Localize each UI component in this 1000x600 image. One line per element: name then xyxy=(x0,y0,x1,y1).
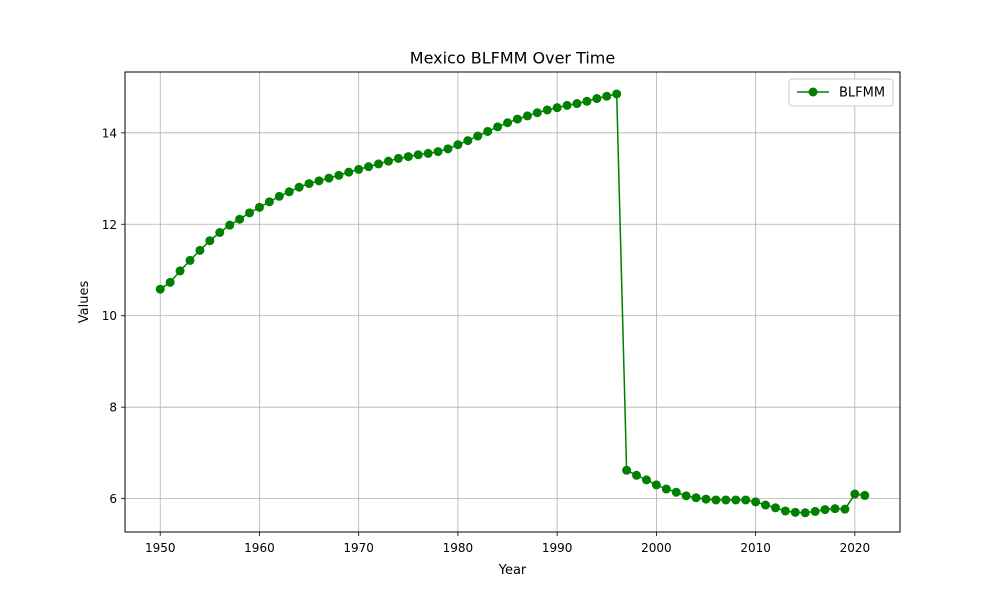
data-point xyxy=(453,140,463,150)
data-point xyxy=(304,179,314,189)
x-tick-label: 1980 xyxy=(443,541,474,555)
x-tick-label: 2020 xyxy=(840,541,871,555)
y-tick-label: 8 xyxy=(109,401,117,415)
data-point xyxy=(423,148,433,158)
plot-frame xyxy=(124,71,901,533)
data-point xyxy=(155,284,165,294)
data-point xyxy=(830,504,840,514)
data-point xyxy=(562,100,572,110)
data-point xyxy=(463,136,473,146)
data-point xyxy=(284,187,294,197)
data-point xyxy=(245,208,255,218)
data-point xyxy=(512,114,522,124)
data-point xyxy=(344,167,354,177)
data-point xyxy=(751,497,761,507)
data-point xyxy=(731,495,741,505)
data-point xyxy=(433,147,443,157)
legend-label: BLFMM xyxy=(839,86,885,101)
data-point xyxy=(661,484,671,494)
data-point xyxy=(741,495,751,505)
legend: BLFMM xyxy=(788,78,894,107)
data-point xyxy=(493,122,503,132)
x-tick-label: 1950 xyxy=(145,541,176,555)
y-tick-label: 12 xyxy=(102,218,117,232)
data-point xyxy=(443,144,453,154)
x-axis-label: Year xyxy=(498,563,527,578)
data-point xyxy=(185,255,195,265)
data-point xyxy=(582,96,592,106)
data-point xyxy=(334,170,344,180)
data-point xyxy=(651,480,661,490)
data-point xyxy=(681,491,691,501)
data-point xyxy=(711,495,721,505)
data-point xyxy=(374,159,384,169)
data-point xyxy=(175,266,185,276)
data-point xyxy=(165,277,175,287)
x-tick-label: 1970 xyxy=(343,541,374,555)
x-tick-label: 2010 xyxy=(740,541,771,555)
x-tick-label: 1960 xyxy=(244,541,275,555)
data-point xyxy=(800,508,810,518)
data-point xyxy=(354,164,364,174)
x-tick-label: 2000 xyxy=(641,541,672,555)
legend-box xyxy=(788,78,894,107)
axis-ticks: 1950 1960 1970 1980 1990 2000 2010 2020 6 8 10 12 14 xyxy=(102,126,870,555)
data-point xyxy=(671,487,681,497)
y-tick-label: 10 xyxy=(102,309,117,323)
data-point xyxy=(860,490,870,500)
data-point xyxy=(403,152,413,162)
data-point xyxy=(215,227,225,237)
data-point xyxy=(195,245,205,255)
data-point xyxy=(383,156,393,166)
data-point xyxy=(294,182,304,192)
chart-title: Mexico BLFMM Over Time xyxy=(410,49,615,68)
data-point xyxy=(542,105,552,115)
data-point xyxy=(552,103,562,113)
data-point xyxy=(264,197,274,207)
data-point xyxy=(612,89,622,99)
data-point xyxy=(721,495,731,505)
data-point xyxy=(364,162,374,172)
data-point xyxy=(274,191,284,201)
data-point xyxy=(532,108,542,118)
y-axis-label: Values xyxy=(77,281,92,324)
data-point xyxy=(235,214,245,224)
data-point xyxy=(780,506,790,516)
data-point xyxy=(503,118,513,128)
data-point xyxy=(641,475,651,485)
data-point xyxy=(622,465,632,475)
y-tick-label: 14 xyxy=(102,126,117,140)
grid xyxy=(125,72,900,532)
data-point xyxy=(393,153,403,163)
data-point xyxy=(324,173,334,183)
data-point xyxy=(820,505,830,515)
data-point xyxy=(632,470,642,480)
data-point xyxy=(473,131,483,141)
data-point xyxy=(205,236,215,246)
data-point xyxy=(701,494,711,504)
data-point xyxy=(691,493,701,503)
data-point xyxy=(572,99,582,109)
y-tick-label: 6 xyxy=(109,492,117,506)
series-layer xyxy=(155,89,870,518)
legend-marker-swatch xyxy=(808,87,818,97)
data-point xyxy=(761,500,771,510)
data-point xyxy=(770,503,780,513)
data-point xyxy=(810,506,820,516)
data-point xyxy=(602,91,612,101)
data-point xyxy=(483,126,493,136)
data-point xyxy=(413,150,423,160)
data-point xyxy=(314,176,324,186)
data-point xyxy=(522,111,532,121)
data-point xyxy=(840,504,850,514)
data-point xyxy=(254,202,264,212)
data-point xyxy=(592,94,602,104)
data-point xyxy=(790,507,800,517)
data-point xyxy=(225,220,235,230)
x-tick-label: 1990 xyxy=(542,541,573,555)
data-point xyxy=(850,489,860,499)
